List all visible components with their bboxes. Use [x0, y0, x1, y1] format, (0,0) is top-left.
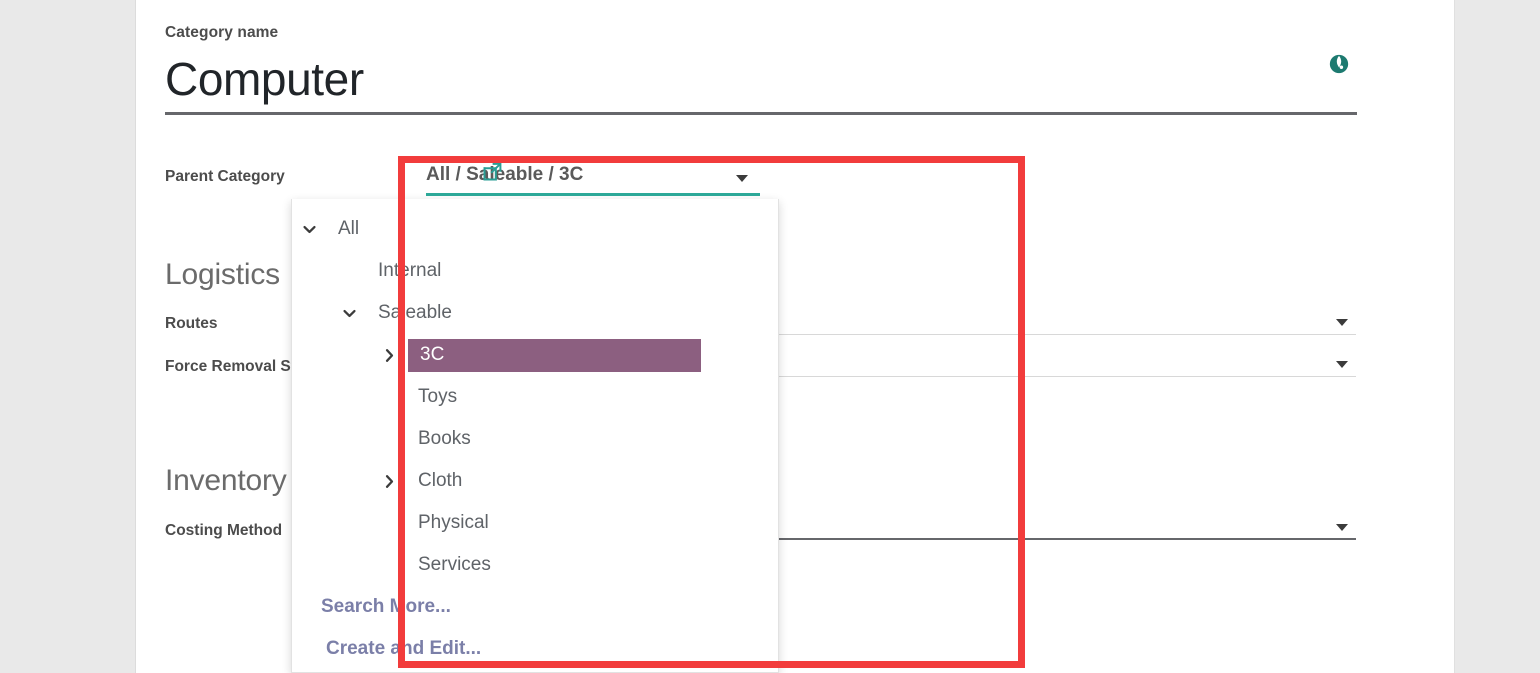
search-more-link[interactable]: Search More... [321, 596, 451, 617]
dropdown-option-label: Books [418, 428, 471, 449]
category-name-label: Category name [165, 24, 279, 41]
caret-down-icon[interactable] [1336, 361, 1348, 368]
field-underline [426, 193, 760, 196]
external-link-icon[interactable] [480, 160, 506, 186]
caret-down-icon[interactable] [736, 175, 748, 182]
chevron-down-icon[interactable] [300, 220, 318, 238]
parent-category-value: All / Saleable / 3C [426, 164, 584, 185]
routes-select[interactable] [426, 305, 1356, 335]
chevron-right-icon[interactable] [380, 472, 398, 490]
costing-method-label: Costing Method [165, 522, 283, 539]
parent-category-combobox[interactable]: All / Saleable / 3C [426, 162, 760, 196]
dropdown-option-label: Internal [378, 260, 442, 281]
dropdown-option[interactable]: Toys [292, 376, 778, 418]
dropdown-option-list: All Internal Saleable 3C Toys Books Cloth Physi… [292, 199, 778, 586]
logistics-heading: Logistics [165, 258, 280, 291]
dropdown-option-label: Cloth [418, 470, 463, 491]
dropdown-option[interactable]: Cloth [292, 460, 778, 502]
costing-method-select[interactable] [426, 510, 1356, 540]
dropdown-option[interactable]: 3C [292, 334, 778, 376]
dropdown-option[interactable]: Saleable [292, 292, 778, 334]
field-underline [426, 376, 1356, 377]
dropdown-option[interactable]: Books [292, 418, 778, 460]
dropdown-option-label: 3C [408, 338, 701, 372]
category-name-input[interactable]: Computer [165, 53, 364, 105]
dropdown-option-label: Toys [418, 386, 458, 407]
dropdown-option[interactable]: All [292, 208, 778, 250]
dropdown-option[interactable]: Internal [292, 250, 778, 292]
parent-category-dropdown[interactable]: All Internal Saleable 3C Toys Books Cloth Physi… [291, 199, 779, 673]
dropdown-option[interactable]: Physical [292, 502, 778, 544]
dropdown-option-label: Saleable [378, 302, 452, 323]
dropdown-option[interactable]: Services [292, 544, 778, 586]
parent-category-label: Parent Category [165, 168, 285, 185]
create-and-edit-link[interactable]: Create and Edit... [326, 638, 482, 659]
dropdown-option-label: Physical [418, 512, 489, 533]
chevron-right-icon[interactable] [380, 346, 398, 364]
field-underline [426, 538, 1356, 540]
caret-down-icon[interactable] [1336, 319, 1348, 326]
field-underline [426, 334, 1356, 335]
globe-icon[interactable] [1325, 50, 1353, 78]
dropdown-option-label: Services [418, 554, 491, 575]
page-title-wrap: Computer [165, 52, 1357, 115]
chevron-down-icon[interactable] [340, 304, 358, 322]
dropdown-option-label: All [338, 218, 360, 239]
force-removal-strategy-select[interactable] [426, 347, 1356, 377]
routes-label: Routes [165, 315, 218, 332]
caret-down-icon[interactable] [1336, 524, 1348, 531]
